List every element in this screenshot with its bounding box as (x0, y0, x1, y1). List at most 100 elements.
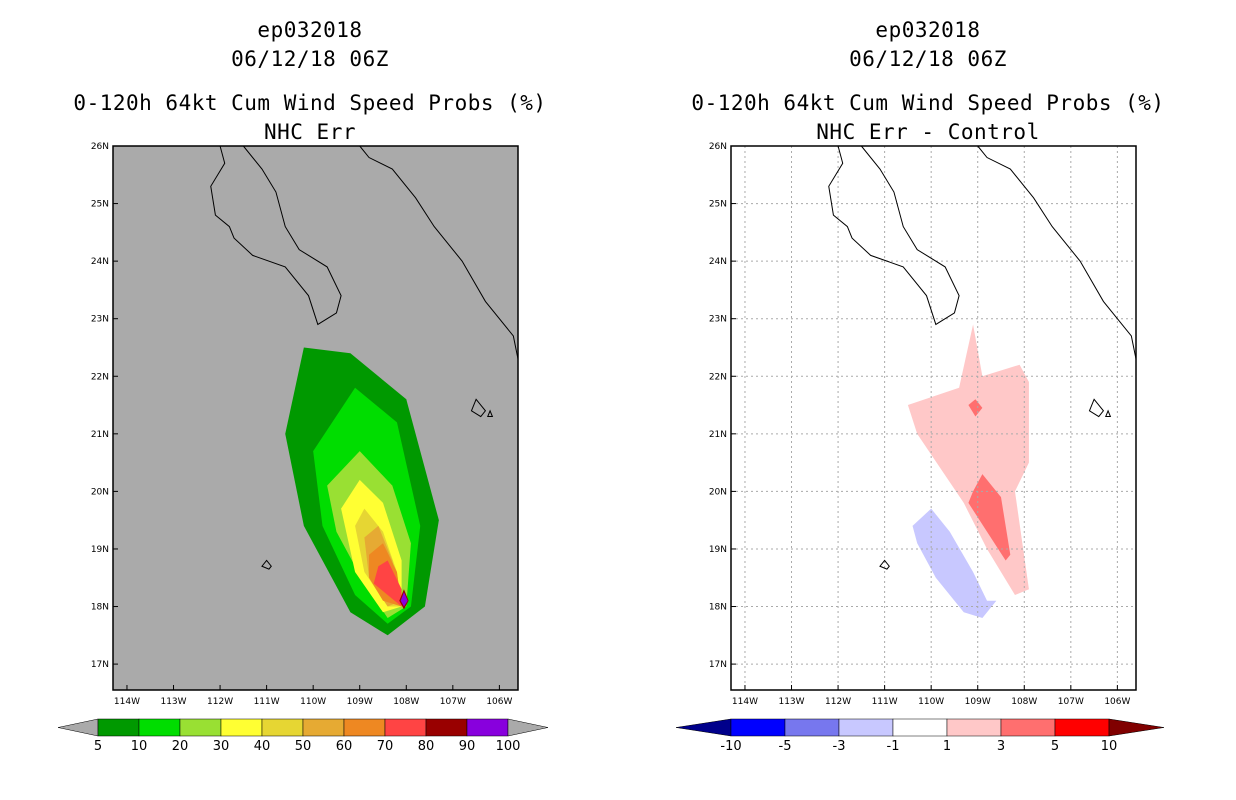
coastline (977, 145, 1137, 360)
colorbar-label: -1 (887, 739, 900, 754)
colorbar-swatch (261, 718, 304, 737)
y-tick-label: 24N (709, 257, 727, 267)
colorbar-swatch (138, 718, 181, 737)
colorbar-label: -5 (779, 739, 792, 754)
right-storm-id: ep032018 (875, 18, 981, 42)
colorbar-swatch (892, 718, 948, 737)
map-panel-right: 114W 113W 112W 111W 110W 109W 108W 107W 106W 17N 1… (709, 142, 1137, 707)
island (1088, 398, 1105, 418)
island (470, 398, 487, 418)
x-tick-label: 110W (300, 697, 326, 707)
colorbar-label: 20 (172, 739, 189, 754)
x-tick-label: 112W (207, 697, 233, 707)
x-tick-label: 109W (347, 697, 373, 707)
x-tick-label: 109W (965, 697, 991, 707)
y-tick-label: 19N (709, 545, 727, 555)
x-tick-label: 111W (254, 697, 280, 707)
colorbar-label: 3 (997, 739, 1005, 754)
colorbar-label: -3 (833, 739, 846, 754)
map-frame (112, 145, 519, 691)
x-tick-label: 112W (825, 697, 851, 707)
colorbar-swatch (838, 718, 894, 737)
right-subtitle: NHC Err - Control (816, 120, 1040, 144)
colorbar-label: 5 (1051, 739, 1059, 754)
colorbar-label: 30 (213, 739, 230, 754)
y-tick-label: 20N (91, 487, 109, 497)
y-tick-label: 17N (91, 660, 109, 670)
map-frame (730, 145, 1137, 691)
colorbar-left: 5 10 20 30 40 50 60 70 80 90 100 (57, 718, 549, 754)
island (486, 409, 494, 418)
colorbar-swatch (97, 718, 140, 737)
y-tick-label: 19N (91, 545, 109, 555)
colorbar-label: 10 (1101, 739, 1118, 754)
x-tick-label: 108W (393, 697, 419, 707)
island (879, 559, 890, 570)
y-tick-label: 20N (709, 487, 727, 497)
contour-90 (400, 592, 408, 607)
colorbar-label: 100 (496, 739, 521, 754)
colorbar-right: -10 -5 -3 -1 1 3 5 10 (675, 718, 1165, 754)
colorbar-label: 50 (295, 739, 312, 754)
contour-70 (373, 560, 402, 607)
colorbar-label: 1 (943, 739, 951, 754)
colorbar-swatch (425, 718, 468, 737)
colorbar-swatch (384, 718, 427, 737)
colorbar-label: 70 (377, 739, 394, 754)
x-tick-label: 108W (1011, 697, 1037, 707)
y-tick-label: 26N (709, 142, 727, 152)
x-tick-label: 113W (160, 697, 186, 707)
colorbar-under-arrow (675, 718, 732, 737)
island (1104, 409, 1112, 418)
colorbar-swatch (220, 718, 263, 737)
colorbar-swatch (179, 718, 222, 737)
colorbar-swatch (784, 718, 840, 737)
y-tick-label: 23N (91, 315, 109, 325)
y-tick-label: 17N (709, 660, 727, 670)
y-tick-label: 26N (91, 142, 109, 152)
x-tick-label: 106W (486, 697, 512, 707)
left-product-title: 0-120h 64kt Cum Wind Speed Probs (%) (73, 91, 547, 115)
right-product-title: 0-120h 64kt Cum Wind Speed Probs (%) (691, 91, 1165, 115)
colorbar-label: 5 (94, 739, 102, 754)
colorbar-under-arrow (57, 718, 99, 737)
coastline (359, 145, 519, 360)
x-tick-label: 107W (1058, 697, 1084, 707)
y-tick-label: 25N (91, 200, 109, 210)
colorbar-over-arrow (507, 718, 549, 737)
x-tick-label: 113W (778, 697, 804, 707)
colorbar-swatch (730, 718, 786, 737)
colorbar-swatch (302, 718, 345, 737)
right-date: 06/12/18 06Z (849, 47, 1007, 71)
x-tick-label: 110W (918, 697, 944, 707)
colorbar-label: -10 (720, 739, 741, 754)
coastline (828, 145, 960, 326)
y-tick-label: 25N (709, 200, 727, 210)
y-tick-label: 24N (91, 257, 109, 267)
colorbar-swatch (466, 718, 509, 737)
contour-3 (968, 399, 983, 417)
coastline (210, 145, 342, 326)
x-tick-label: 114W (732, 697, 758, 707)
y-tick-label: 18N (709, 603, 727, 613)
y-tick-label: 22N (709, 372, 727, 382)
contour-3 (968, 474, 1011, 561)
y-tick-label: 21N (91, 430, 109, 440)
left-storm-id: ep032018 (257, 18, 363, 42)
colorbar-label: 80 (418, 739, 435, 754)
colorbar-swatch (343, 718, 386, 737)
colorbar-label: 40 (254, 739, 271, 754)
map-panel-left: 114W 113W 112W 111W 110W 109W 108W 107W 106W 17N 1… (91, 142, 519, 707)
x-tick-label: 114W (114, 697, 140, 707)
colorbar-over-arrow (1108, 718, 1165, 737)
colorbar-label: 60 (336, 739, 353, 754)
colorbar-label: 10 (131, 739, 148, 754)
x-tick-label: 111W (872, 697, 898, 707)
island (261, 559, 272, 570)
y-tick-label: 23N (709, 315, 727, 325)
x-tick-label: 106W (1104, 697, 1130, 707)
contour-neg3 (912, 508, 997, 619)
colorbar-swatch (946, 718, 1002, 737)
colorbar-label: 90 (459, 739, 476, 754)
